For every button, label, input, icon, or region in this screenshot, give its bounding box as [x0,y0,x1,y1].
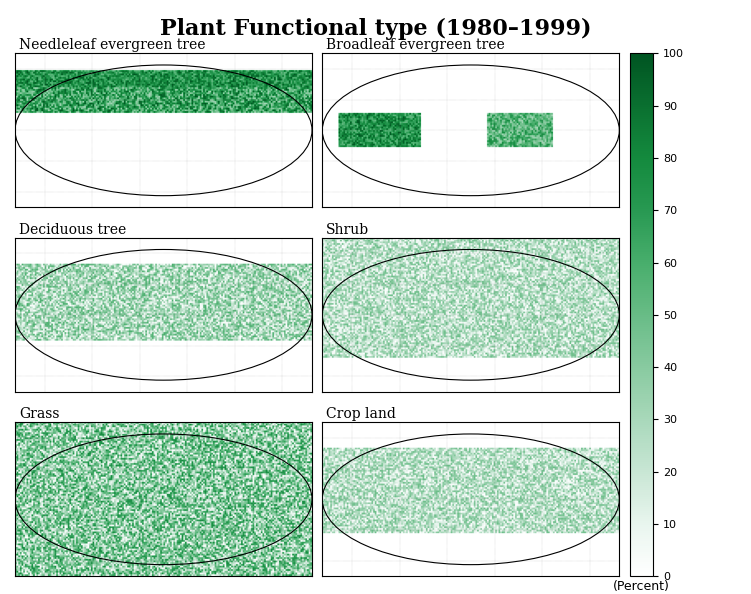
X-axis label: (Percent): (Percent) [613,580,670,593]
Text: Plant Functional type (1980–1999): Plant Functional type (1980–1999) [160,18,591,40]
Text: Grass: Grass [19,407,59,421]
Text: Needleleaf evergreen tree: Needleleaf evergreen tree [19,38,205,52]
Text: Crop land: Crop land [326,407,396,421]
Text: Broadleaf evergreen tree: Broadleaf evergreen tree [326,38,505,52]
Text: Deciduous tree: Deciduous tree [19,223,126,237]
Text: Shrub: Shrub [326,223,369,237]
